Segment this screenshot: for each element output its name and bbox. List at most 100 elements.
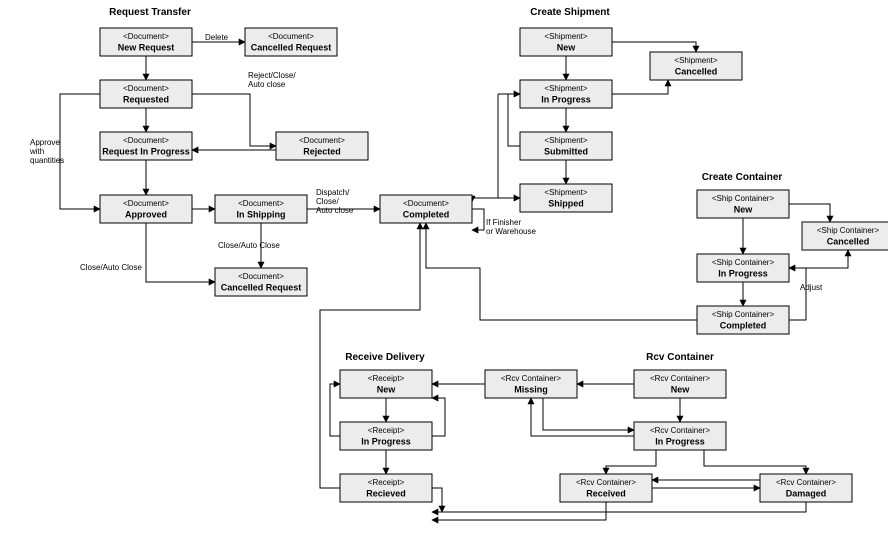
node-label: New: [557, 42, 577, 52]
node-stereo: <Rcv Container>: [650, 374, 710, 383]
node-stereo: <Document>: [123, 84, 169, 93]
node-rc_rcvd: <Rcv Container>Received: [560, 474, 652, 502]
node-label: Approved: [125, 209, 167, 219]
node-cc_cxl: <Ship Container>Cancelled: [802, 222, 888, 250]
edge-e_cs_ship_comp: [472, 198, 520, 202]
node-label: Completed: [403, 209, 450, 219]
edge-label: Delete: [205, 33, 229, 42]
node-rt_new: <Document>New Request: [100, 28, 192, 56]
node-stereo: <Document>: [123, 136, 169, 145]
node-rt_rej: <Document>Rejected: [276, 132, 368, 160]
edge-e_cc_prog_cxl: [789, 250, 848, 268]
node-rt_rip: <Document>Request In Progress: [100, 132, 192, 160]
edge-label: Reject/Close/: [248, 71, 296, 80]
node-stereo: <Document>: [123, 199, 169, 208]
section-title-s2: Create Shipment: [530, 7, 610, 18]
edge-e_cc_adjust: Adjust: [789, 268, 823, 320]
node-stereo: <Ship Container>: [712, 194, 775, 203]
node-stereo: <Document>: [238, 199, 284, 208]
section-title-s1: Request Transfer: [109, 7, 191, 18]
edge-label: Auto close: [316, 206, 354, 215]
node-stereo: <Rcv Container>: [650, 426, 710, 435]
edge-e_rc_dmg_rd: [432, 502, 806, 512]
flowchart-canvas: Delete Approvewithquantities Reject/Close/…: [0, 0, 888, 542]
node-label: Received: [586, 488, 626, 498]
node-rt_ship: <Document>In Shipping: [215, 195, 307, 223]
node-label: In Progress: [361, 436, 411, 446]
edge-e_finisher: If Finisheror Warehouse: [472, 209, 537, 236]
node-label: New: [734, 204, 754, 214]
node-cc_new: <Ship Container>New: [697, 190, 789, 218]
edge-e_rt_del: Delete: [192, 33, 245, 42]
edge-e_cc_new_cxl: [789, 204, 830, 222]
node-stereo: <Ship Container>: [712, 258, 775, 267]
node-cs_new: <Shipment>New: [520, 28, 612, 56]
edge-e_rd_rcvd_link: [432, 488, 442, 512]
node-stereo: <Document>: [268, 32, 314, 41]
edge-label: Dispatch/: [316, 188, 350, 197]
node-rd_prog: <Receipt>In Progress: [340, 422, 432, 450]
edge-e_rt_ship_cxl: Close/Auto Close: [218, 223, 280, 268]
edge-label: quantities: [30, 156, 64, 165]
node-cc_prog: <Ship Container>In Progress: [697, 254, 789, 282]
edge-label: If Finisher: [486, 218, 521, 227]
node-label: Shipped: [548, 198, 584, 208]
node-stereo: <Receipt>: [368, 426, 405, 435]
edge-e_rc_miss_prog: [543, 398, 634, 430]
node-stereo: <Document>: [299, 136, 345, 145]
node-stereo: <Shipment>: [544, 136, 587, 145]
edge-e_rc_prog_dmg: [704, 450, 806, 474]
edge-e_rt_approve: Approvewithquantities: [29, 94, 100, 209]
node-rc_miss: <Rcv Container>Missing: [485, 370, 577, 398]
node-label: Cancelled: [675, 66, 718, 76]
node-stereo: <Shipment>: [544, 188, 587, 197]
edge-e_rd_rcvd_prog2: [432, 398, 445, 436]
node-label: Recieved: [366, 488, 406, 498]
node-label: In Progress: [541, 94, 591, 104]
node-rc_dmg: <Rcv Container>Damaged: [760, 474, 852, 502]
node-label: New: [671, 384, 691, 394]
edge-label: Adjust: [800, 283, 823, 292]
node-label: Missing: [514, 384, 548, 394]
section-title-s4: Receive Delivery: [345, 352, 425, 363]
node-label: Requested: [123, 94, 169, 104]
node-rt_cxl1: <Document>Cancelled Request: [245, 28, 337, 56]
node-stereo: <Shipment>: [544, 84, 587, 93]
node-label: In Progress: [718, 268, 768, 278]
node-stereo: <Ship Container>: [817, 226, 880, 235]
node-cs_sub: <Shipment>Submitted: [520, 132, 612, 160]
edge-label: Auto close: [248, 80, 286, 89]
node-label: Cancelled Request: [221, 282, 302, 292]
edge-e_cs_cxl1: [612, 42, 696, 52]
node-rd_new: <Receipt>New: [340, 370, 432, 398]
node-stereo: <Receipt>: [368, 374, 405, 383]
section-title-s3: Create Container: [702, 172, 783, 183]
node-stereo: <Shipment>: [544, 32, 587, 41]
edge-label: Approve: [30, 138, 60, 147]
edge-e_rd_prog_new: [330, 384, 340, 436]
edge-e_rc_prog_rcvd: [606, 450, 656, 474]
node-label: Cancelled: [827, 236, 870, 246]
node-cs_shipd: <Shipment>Shipped: [520, 184, 612, 212]
node-label: Request In Progress: [102, 146, 190, 156]
edge-label: Close/Auto Close: [218, 241, 280, 250]
node-rt_comp: <Document>Completed: [380, 195, 472, 223]
node-stereo: <Rcv Container>: [576, 478, 636, 487]
edge-label: Close/Auto Close: [80, 263, 142, 272]
edge-label: with: [29, 147, 44, 156]
node-rd_rcvd: <Receipt>Recieved: [340, 474, 432, 502]
node-stereo: <Rcv Container>: [501, 374, 561, 383]
node-stereo: <Shipment>: [674, 56, 717, 65]
edge-label: or Warehouse: [486, 227, 537, 236]
node-stereo: <Rcv Container>: [776, 478, 836, 487]
node-label: Damaged: [786, 488, 827, 498]
node-rc_prog: <Rcv Container>In Progress: [634, 422, 726, 450]
node-label: Cancelled Request: [251, 42, 332, 52]
edge-e_cc_comp_doc: [426, 223, 697, 320]
section-title-s5: Rcv Container: [646, 352, 714, 363]
edge-e_rc_rcvd_rd: [432, 502, 606, 520]
edge-e_rt_appr_cxl: Close/Auto Close: [80, 223, 215, 282]
nodes-layer: <Document>New Request<Document>Cancelled…: [100, 28, 888, 502]
node-rt_appr: <Document>Approved: [100, 195, 192, 223]
node-label: In Shipping: [237, 209, 286, 219]
